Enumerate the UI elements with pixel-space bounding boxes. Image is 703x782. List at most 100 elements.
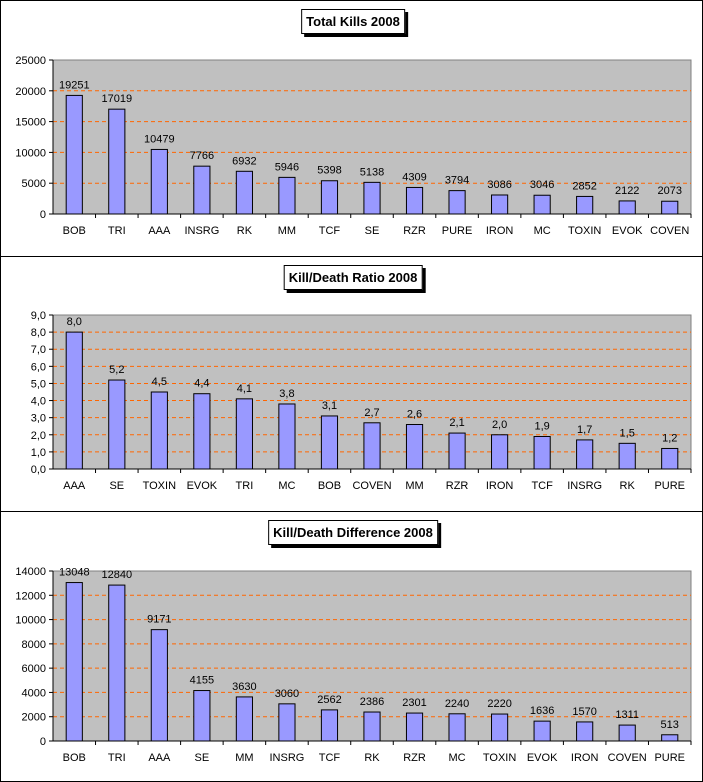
bar [363,422,381,470]
category-label: MC [449,752,466,764]
data-label: 3,8 [279,388,294,400]
bar [618,200,636,215]
bar [235,398,253,470]
chart-panel: Total Kills 2008 0 5000 10000 15000 20000 2500… [0,0,703,257]
category-label: TOXIN [143,480,176,492]
category-label: BOB [63,225,86,237]
bar [278,176,296,215]
data-label: 1,7 [577,424,592,436]
data-label: 2562 [317,694,341,706]
data-label: 12840 [102,569,133,581]
data-label: 7766 [190,150,214,162]
bar [65,582,83,742]
bar [576,439,594,470]
category-label: INSRG [567,480,602,492]
category-label: EVOK [612,225,643,237]
bar [363,711,381,742]
category-label: RZR [403,752,426,764]
category-label: MC [278,480,295,492]
category-label: BOB [318,480,341,492]
data-label: 8,0 [67,316,82,328]
bar [320,415,339,470]
chart-svg: 0 5000 10000 15000 20000 25000 19251 BOB 17019 TR… [15,55,692,237]
bar [448,190,466,215]
data-label: 1311 [615,709,639,721]
data-label: 2220 [487,698,511,710]
data-label: 6932 [232,155,256,167]
bar [320,709,339,742]
category-label: SE [109,480,124,492]
y-tick-label: 2000 [22,712,46,724]
category-label: TOXIN [483,752,516,764]
y-tick-label: 5,0 [31,378,46,390]
bar [108,379,126,470]
data-label: 5138 [360,166,384,178]
bar [193,165,211,215]
data-label: 3630 [232,681,256,693]
bar [533,435,551,470]
category-label: BOB [63,752,86,764]
y-tick-label: 0,0 [31,464,46,476]
y-tick-label: 9,0 [31,310,46,322]
data-label: 4155 [190,675,214,687]
data-label: 5,2 [109,364,124,376]
category-label: IRON [486,480,514,492]
y-tick-label: 5000 [22,178,46,190]
chart-svg: 0,0 1,0 2,0 3,0 4,0 5,0 6,0 7,0 8,0 9,0 8,0 AAA 5,2 S… [31,310,692,492]
category-label: IRON [571,752,599,764]
bar [661,447,679,470]
bar [150,629,168,742]
y-tick-label: 8,0 [31,327,46,339]
y-tick-label: 4000 [22,687,46,699]
bar [320,180,339,215]
data-label: 1570 [572,706,596,718]
category-label: COVEN [352,480,391,492]
bar [618,442,636,470]
y-tick-label: 1,0 [31,447,46,459]
data-label: 513 [661,719,679,731]
category-label: MC [534,225,551,237]
data-label: 1,5 [620,427,635,439]
data-label: 2852 [572,180,596,192]
chart-svg: 0 2000 4000 6000 8000 10000 12000 14000 13048 BOB… [15,566,692,764]
y-tick-label: 0 [40,209,46,221]
category-label: SE [365,225,380,237]
data-label: 5946 [275,161,299,173]
data-label: 3046 [530,179,554,191]
category-label: RK [364,752,380,764]
bar [576,721,594,742]
bar [533,194,551,215]
data-label: 3086 [487,179,511,191]
data-label: 17019 [102,93,133,105]
data-label: 3060 [275,688,299,700]
bar [363,181,381,215]
bar [405,712,424,742]
chart-title: Total Kills 2008 [301,9,405,34]
y-tick-label: 4,0 [31,396,46,408]
category-label: TRI [236,480,254,492]
y-tick-label: 6000 [22,663,46,675]
data-label: 4,5 [152,376,167,388]
data-label: 2240 [445,698,469,710]
category-label: MM [405,480,423,492]
category-label: TCF [319,752,341,764]
category-label: PURE [442,225,473,237]
bar [193,393,211,470]
bar [576,195,594,215]
y-tick-label: 6,0 [31,361,46,373]
data-label: 19251 [59,79,90,91]
chart-panel: Kill/Death Ratio 2008 0,0 1,0 2,0 3,0 4,0 5,0 6… [0,256,703,512]
data-label: 4309 [402,171,426,183]
category-label: COVEN [650,225,689,237]
bar [405,186,424,215]
category-label: INSRG [184,225,219,237]
y-tick-label: 15000 [15,117,46,129]
category-label: TRI [108,752,126,764]
data-label: 3,1 [322,400,337,412]
y-tick-label: 10000 [15,147,46,159]
category-label: RZR [446,480,469,492]
bar [533,720,551,742]
chart-title: Kill/Death Ratio 2008 [283,265,423,290]
y-tick-label: 12000 [15,590,46,602]
